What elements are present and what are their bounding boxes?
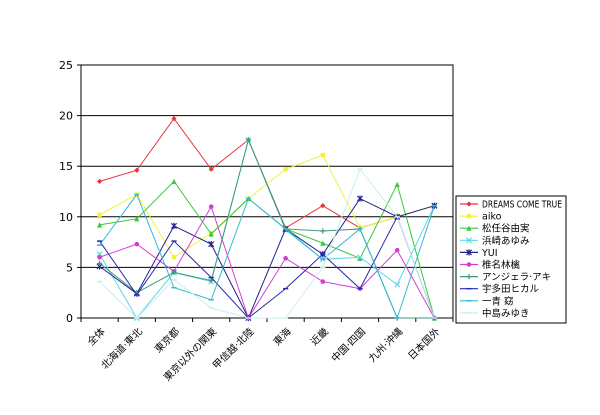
data-point	[170, 222, 178, 230]
legend-marker	[466, 225, 472, 231]
data-point	[97, 212, 102, 217]
legend-marker	[466, 213, 472, 219]
data-point	[208, 231, 214, 237]
series-line	[99, 193, 435, 320]
legend-label: DREAMS COME TRUE	[482, 200, 562, 211]
data-point	[283, 255, 288, 261]
legend-entry: 中島みゆき	[460, 307, 530, 319]
y-tick-label: 15	[59, 160, 73, 173]
data-point	[245, 137, 251, 143]
data-point	[357, 255, 363, 261]
series-line	[99, 215, 435, 319]
series-line	[99, 180, 435, 319]
data-point	[134, 216, 140, 222]
data-point	[171, 255, 177, 260]
legend-label: aiko	[482, 212, 502, 223]
data-point	[134, 167, 140, 173]
data-point	[134, 241, 140, 247]
data-point	[97, 254, 102, 260]
legend-entry: aiko	[460, 212, 502, 223]
plot-frame	[80, 64, 454, 319]
x-tick-label: 近畿	[308, 325, 331, 348]
series-4	[96, 136, 438, 322]
legend-entry: YUI	[460, 248, 498, 259]
series-9	[97, 193, 437, 320]
legend-marker	[466, 274, 472, 280]
gridlines	[81, 64, 453, 319]
x-tick-label: 東海	[270, 325, 293, 348]
series-line	[99, 197, 435, 320]
series-7	[97, 137, 437, 321]
data-point	[171, 116, 177, 122]
x-tick-label: 全体	[84, 325, 107, 348]
y-tick-label: 20	[59, 110, 73, 123]
data-point	[320, 240, 326, 246]
data-point	[97, 260, 103, 266]
legend: DREAMS COME TRUEaiko松任谷由実浜崎あゆみYUI椎名林檎アンジ…	[455, 195, 567, 324]
legend-label: 浜崎あゆみ	[482, 235, 530, 247]
legend-entry: 一青 窈	[460, 295, 514, 307]
legend-entry: アンジェラ·アキ	[460, 272, 551, 283]
x-tick-label: 中国·四国	[328, 325, 368, 365]
y-tick-label: 25	[59, 59, 73, 72]
legend-label: 中島みゆき	[482, 307, 530, 319]
series-10	[97, 168, 437, 319]
data-point	[394, 181, 400, 188]
y-tick-label: 5	[66, 261, 73, 274]
legend-label: 椎名林檎	[482, 259, 521, 271]
legend-entry: 松任谷由実	[460, 223, 530, 235]
series-line	[99, 117, 435, 229]
data-point	[356, 195, 364, 202]
y-tick-label: 10	[59, 211, 73, 224]
data-point	[208, 204, 214, 209]
legend-entry: 宇多田ヒカル	[460, 283, 540, 295]
x-tick-label: 九州·沖縄	[366, 325, 406, 365]
series-lines	[96, 116, 438, 322]
legend-label: YUI	[481, 248, 498, 259]
series-3	[97, 178, 437, 321]
data-point	[208, 277, 214, 284]
x-tick-label: 日本国外	[405, 325, 442, 362]
data-point	[208, 241, 215, 248]
data-point	[208, 166, 214, 172]
data-point	[394, 281, 401, 288]
data-point	[356, 254, 364, 261]
legend-label: 松任谷由実	[482, 223, 530, 235]
data-point	[171, 269, 177, 276]
y-tick-label: 0	[66, 312, 73, 325]
series-line	[99, 168, 435, 319]
series-line	[99, 205, 435, 320]
data-point	[171, 178, 177, 184]
legend-marker	[465, 237, 473, 244]
legend-marker	[465, 249, 473, 256]
data-point	[320, 279, 326, 284]
data-point	[283, 167, 288, 172]
series-8	[97, 215, 437, 319]
legend-marker	[466, 262, 472, 267]
legend-label: 一青 窈	[482, 295, 514, 307]
legend-box	[455, 195, 567, 324]
x-tick-label: 東京都	[152, 325, 182, 355]
legend-label: 宇多田ヒカル	[482, 283, 540, 295]
data-point	[394, 247, 400, 253]
data-point	[320, 203, 326, 209]
legend-marker	[466, 201, 472, 207]
legend-entry: 浜崎あゆみ	[460, 235, 530, 247]
data-point	[97, 222, 103, 228]
legend-label: アンジェラ·アキ	[482, 272, 551, 283]
data-point	[320, 228, 326, 234]
legend-entry: DREAMS COME TRUE	[460, 200, 562, 211]
data-point	[97, 178, 103, 184]
data-point	[320, 152, 325, 158]
legend-entry: 椎名林檎	[460, 259, 521, 271]
